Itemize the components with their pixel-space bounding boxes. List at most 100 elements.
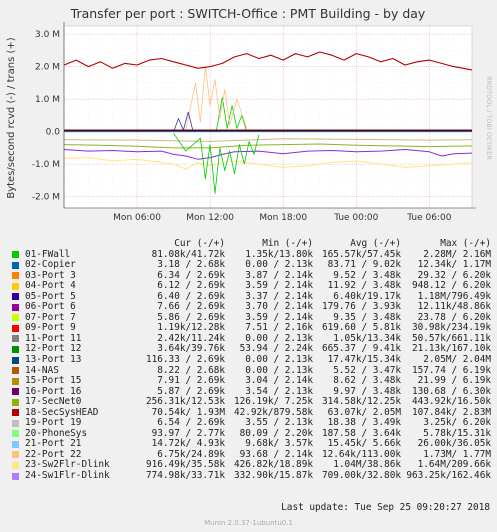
legend-max: 12.11k/48.86k xyxy=(417,301,491,313)
legend-avg: 15.45k/ 5.66k xyxy=(327,438,401,450)
legend-swatch xyxy=(12,409,19,417)
legend-header-cur: Cur (-/+) xyxy=(174,238,225,249)
legend-header-min: Min (-/+) xyxy=(262,238,313,249)
legend-name: 15-Port 15 xyxy=(25,375,82,387)
y-axis-label: Bytes/second rcvd (-) / trans (+) xyxy=(6,37,17,198)
legend-row: 05-Port 5 6.40 / 2.69k 3.37 / 2.14k 6.40k/1… xyxy=(12,290,492,303)
legend-swatch xyxy=(12,398,19,406)
legend-min: 42.92k/879.58k xyxy=(233,406,313,418)
legend-min: 80.09 / 2.20k xyxy=(239,427,313,439)
legend-cur: 256.31k/12.53k xyxy=(145,396,225,408)
legend-avg: 1.05k/13.34k xyxy=(333,332,401,344)
legend-cur: 6.54 / 2.69k xyxy=(157,417,225,429)
legend-min: 332.90k/15.87k xyxy=(233,470,313,482)
legend-avg: 12.64k/113.00k xyxy=(321,448,401,460)
series-01-fwall-rcvd xyxy=(215,97,248,132)
legend-max: 1.18M/796.49k xyxy=(417,290,491,302)
legend-avg: 179.76 / 3.93k xyxy=(321,301,401,313)
legend-avg: 619.60 / 5.81k xyxy=(321,322,401,334)
legend-min: 0.00 / 2.13k xyxy=(245,354,313,366)
legend-name: 21-Port 21 xyxy=(25,438,82,450)
legend-row: 23-Sw2Flr-Dlink 916.49k/35.58k 426.82k/18.… xyxy=(12,460,492,471)
legend-cur: 916.49k/35.58k xyxy=(145,459,225,471)
legend-swatch xyxy=(12,272,19,280)
legend-cur: 6.75k/24.89k xyxy=(157,448,225,460)
legend-header: Cur (-/+) Min (-/+) Avg (-/+) Max (-/+) xyxy=(12,238,492,250)
legend-swatch xyxy=(12,303,19,311)
legend-swatch xyxy=(12,314,19,322)
y-tick-labels: 3.0 M 2.0 M 1.0 M 0.0 -1.0 M -2.0 M xyxy=(32,30,60,203)
legend-row: 21-Port 21 14.72k/ 4.93k 9.68k/ 3.57k 15.45… xyxy=(12,439,492,450)
legend-swatch xyxy=(12,377,19,385)
y-tick-label: 3.0 M xyxy=(35,30,60,40)
legend-row: 04-Port 4 6.12 / 2.69k 3.59 / 2.14k 11.92 /… xyxy=(12,281,492,292)
legend-row: 18-SecSysHEAD 70.54k/ 1.93M 42.92k/879.58k… xyxy=(12,406,492,419)
series-layer xyxy=(63,51,473,194)
legend-cur: 6.12 / 2.69k xyxy=(157,280,225,292)
x-tick-label: Tue 00:00 xyxy=(333,213,378,223)
legend-swatch xyxy=(12,451,19,459)
legend-swatch xyxy=(12,461,19,469)
legend-row: 02-Copier 3.18 / 2.68k 0.00 / 2.13k 83.71 /… xyxy=(12,260,492,271)
legend-swatch xyxy=(12,388,19,396)
legend-avg: 9.52 / 3.48k xyxy=(333,269,401,281)
series-01-fwall-trans xyxy=(173,133,260,194)
legend-cur: 6.40 / 2.69k xyxy=(157,290,225,302)
legend-max: 107.84k/ 2.83M xyxy=(411,406,491,418)
legend-name: 04-Port 4 xyxy=(25,280,76,292)
legend-row: 03-Port 3 6.34 / 2.69k 3.87 / 2.14k 9.52 / … xyxy=(12,269,492,282)
legend-swatch xyxy=(12,324,19,332)
legend-max: 29.32 / 6.20k xyxy=(417,269,491,281)
legend-row: 20-PhoneSys 93.97 / 2.77k 80.09 / 2.20k 187… xyxy=(12,427,492,440)
chart-title: Transfer per port : SWITCH-Office : PMT … xyxy=(70,6,426,21)
legend-avg: 17.47k/15.34k xyxy=(327,354,401,366)
legend-swatch xyxy=(12,335,19,343)
legend-name: 19-Port 19 xyxy=(25,417,82,429)
legend-name: 20-PhoneSys xyxy=(25,427,88,439)
legend-min: 3.37 / 2.14k xyxy=(245,290,313,302)
legend-cur: 5.87 / 2.69k xyxy=(157,385,225,397)
legend-max: 26.00k/36.05k xyxy=(417,438,491,450)
legend-min: 53.94 / 2.24k xyxy=(239,343,313,355)
legend-name: 09-Port 9 xyxy=(25,322,76,334)
legend-min: 7.51 / 2.16k xyxy=(245,322,313,334)
x-tick-label: Tue 06:00 xyxy=(406,213,451,223)
y-tick-label: -1.0 M xyxy=(32,160,60,170)
legend-name: 14-NAS xyxy=(25,364,59,376)
legend-row: 09-Port 9 1.19k/12.28k 7.51 / 2.16k 619.60 … xyxy=(12,323,492,334)
legend-row: 01-FWall 81.08k/41.72k 1.35k/13.80k 165.57k… xyxy=(12,248,492,261)
legend-avg: 9.35 / 3.48k xyxy=(333,311,401,323)
x-tick-labels: Mon 06:00 Mon 12:00 Mon 18:00 Tue 00:00 Tue … xyxy=(63,22,476,223)
legend-max: 3.25k/ 6.20k xyxy=(423,417,491,429)
legend-row: 22-Port 22 6.75k/24.89k 93.68 / 2.14k 12.64… xyxy=(12,448,492,461)
legend-min: 0.00 / 2.13k xyxy=(245,332,313,344)
legend-cur: 7.66 / 2.69k xyxy=(157,301,225,313)
legend-row: 24-Sw1Flr-Dlink 774.98k/33.71k 332.90k/15.… xyxy=(12,470,492,482)
legend-min: 9.68k/ 3.57k xyxy=(245,438,313,450)
legend-name: 07-Port 7 xyxy=(25,311,76,323)
legend-max: 963.25k/162.46k xyxy=(406,470,491,482)
legend-cur: 7.91 / 2.69k xyxy=(157,375,225,387)
y-tick-label: 1.0 M xyxy=(35,95,60,105)
legend-row: 11-Port 11 2.42k/11.24k 0.00 / 2.13k 1.05k/… xyxy=(12,332,492,345)
series-22-port-22-rcvd xyxy=(185,66,248,131)
legend-min: 93.68 / 2.14k xyxy=(239,448,313,460)
legend-avg: 5.52 / 3.47k xyxy=(333,364,401,376)
legend-name: 02-Copier xyxy=(25,259,76,271)
legend-cur: 14.72k/ 4.93k xyxy=(151,438,225,450)
legend-name: 01-FWall xyxy=(25,248,71,260)
legend-swatch xyxy=(12,282,19,290)
legend-avg: 314.58k/12.25k xyxy=(321,396,401,408)
legend-min: 3.55 / 2.13k xyxy=(245,417,313,429)
x-tick-label: Mon 06:00 xyxy=(113,213,161,223)
legend-row: 13-Port 13 116.33 / 2.69k 0.00 / 2.13k 17.4… xyxy=(12,354,492,366)
legend-row: 12-Port 12 3.64k/39.76k 53.94 / 2.24k 665.3… xyxy=(12,344,492,355)
legend-avg: 665.37 / 9.41k xyxy=(321,343,401,355)
x-tick-label: Mon 12:00 xyxy=(186,213,234,223)
legend-min: 3.59 / 2.14k xyxy=(245,311,313,323)
legend: Cur (-/+) Min (-/+) Avg (-/+) Max (-/+) … xyxy=(12,238,492,482)
plot-area xyxy=(63,25,473,209)
legend-min: 3.59 / 2.14k xyxy=(245,280,313,292)
legend-max: 21.13k/167.10k xyxy=(411,343,491,355)
legend-row: 14-NAS 8.22 / 2.68k 0.00 / 2.13k 5.52 / 3.4… xyxy=(12,364,492,377)
